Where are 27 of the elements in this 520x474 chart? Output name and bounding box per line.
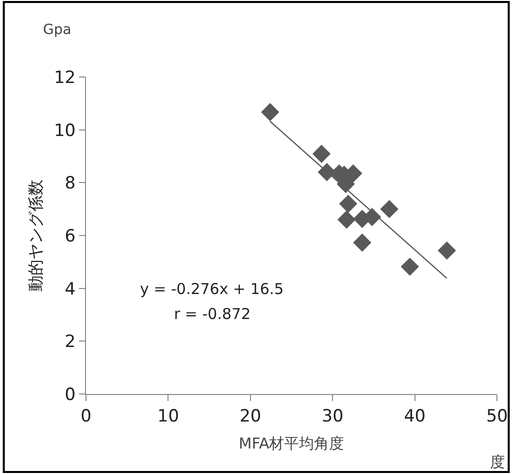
- y-tick-label: 6: [64, 226, 76, 246]
- point: [380, 200, 398, 218]
- y-axis-title: 動的ヤング係数: [26, 180, 45, 292]
- x-tick-label: 0: [80, 406, 92, 426]
- point: [312, 144, 331, 163]
- point: [353, 234, 372, 252]
- point: [337, 210, 356, 229]
- point: [438, 241, 456, 260]
- point: [400, 258, 419, 276]
- text: Gpa: [43, 22, 72, 38]
- x-axis-title: MFA材平均角度: [238, 434, 344, 452]
- x-tick-label: 40: [404, 406, 426, 426]
- y-tick-label: 8: [64, 174, 76, 194]
- annotation: y = -0.276x + 16.5: [140, 280, 284, 298]
- y-tick-label: 0: [64, 384, 76, 405]
- y-tick-label: 2: [64, 332, 76, 352]
- y-tick-label: 12: [54, 68, 76, 88]
- annotation: r = -0.872: [174, 305, 251, 323]
- x-tick-label: 20: [240, 406, 262, 426]
- y-tick-label: 4: [64, 279, 76, 300]
- point: [261, 103, 280, 122]
- y-tick-label: 10: [54, 120, 76, 141]
- x-tick-label: 30: [322, 406, 344, 426]
- text: 度: [490, 453, 505, 471]
- x-tick-label: 50: [486, 406, 508, 426]
- point: [339, 194, 358, 213]
- x-tick-label: 10: [157, 406, 180, 426]
